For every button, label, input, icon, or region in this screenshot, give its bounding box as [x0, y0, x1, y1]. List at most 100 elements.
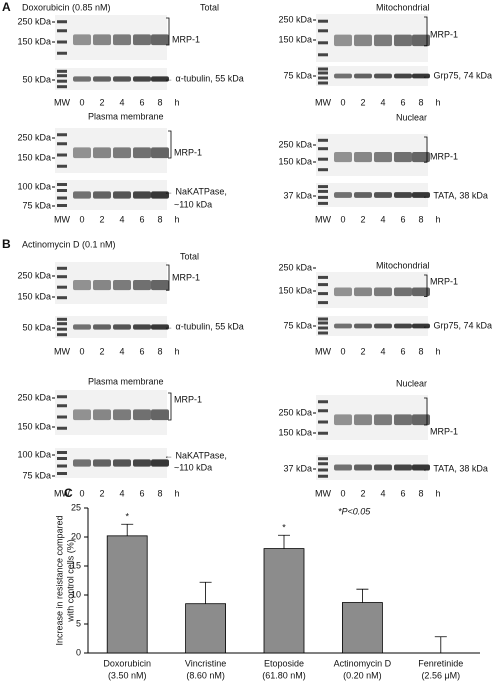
lane-label: MW [54, 488, 70, 498]
bar [341, 602, 383, 654]
x-tick-label: Actinomycin D [334, 658, 392, 668]
band [93, 324, 111, 330]
error-bar [199, 581, 212, 604]
marker-band [57, 327, 67, 331]
lane-label: 0 [340, 488, 345, 498]
marker-band [57, 426, 67, 430]
marker-band [318, 326, 328, 330]
lane-label: 4 [119, 346, 124, 356]
marker-band [57, 204, 67, 207]
lane-label: 8 [157, 214, 162, 224]
lane-label: MW [54, 97, 70, 107]
band [133, 324, 151, 330]
marker-band [57, 74, 67, 78]
band [73, 76, 91, 82]
marker-band [318, 201, 328, 205]
lane-label: 0 [79, 97, 84, 107]
band [113, 409, 131, 421]
band [412, 192, 430, 198]
marker-band [57, 404, 67, 408]
marker-band [57, 395, 67, 399]
marker-band [318, 189, 328, 193]
y-tick-label: 20 [71, 531, 81, 541]
marker-label: 37 kDa [283, 190, 312, 200]
band [113, 76, 131, 82]
marker-band [318, 41, 328, 45]
lane-label: h [174, 214, 179, 224]
x-tick-sublabel: (3.50 nM) [108, 670, 147, 680]
protein-label: MRP-1 [174, 394, 202, 404]
marker-band [57, 189, 67, 192]
marker-band [318, 76, 328, 80]
band [334, 73, 352, 79]
band [412, 323, 430, 329]
lane-label: MW [54, 346, 70, 356]
lane-label: 6 [400, 97, 405, 107]
marker-label: 37 kDa [283, 463, 312, 473]
y-axis-label: with control cells (%) [65, 539, 75, 623]
protein-label: ~110 kDa [174, 462, 212, 472]
lane-label: MW [54, 214, 70, 224]
error-bar [434, 636, 447, 653]
marker-band [318, 138, 328, 142]
marker-band [318, 147, 328, 151]
protein-label: MRP-1 [172, 34, 200, 44]
band [151, 34, 169, 46]
x-tick-sublabel: (2.56 μM) [421, 670, 460, 680]
band [151, 409, 169, 421]
marker-label: 250 kDa [17, 392, 51, 402]
band [334, 464, 352, 471]
marker-band [57, 85, 67, 89]
lane-label: 4 [380, 488, 385, 498]
band [412, 414, 430, 426]
panel-label: B [2, 237, 11, 251]
lane-label: 4 [119, 488, 124, 498]
lane-label: h [435, 97, 440, 107]
lane-label: 2 [360, 488, 365, 498]
protein-label: ← TATA, 38 kDa [422, 190, 488, 200]
blot-title: Plasma membrane [88, 376, 164, 386]
band [374, 34, 392, 47]
marker-band [57, 415, 67, 419]
marker-band [57, 51, 67, 55]
marker-label: 75 kDa [22, 200, 51, 210]
marker-label: 250 kDa [278, 139, 312, 149]
band [374, 323, 392, 329]
lane-label: 8 [157, 346, 162, 356]
treatment: Actinomycin D (0.1 nM) [22, 239, 116, 249]
marker-band [57, 275, 67, 279]
marker-band [318, 462, 328, 466]
lane-label: h [174, 346, 179, 356]
band [374, 287, 392, 297]
band [73, 324, 91, 330]
band [334, 152, 352, 163]
band [93, 76, 111, 82]
blot-title: Plasma membrane [88, 111, 164, 121]
band [374, 152, 392, 163]
marker-band [318, 468, 328, 472]
protein-label: ← NaKATPase, [164, 186, 227, 196]
lane-label: 6 [139, 214, 144, 224]
note: *P<0.05 [338, 506, 371, 516]
marker-band [57, 164, 67, 168]
marker-label: 150 kDa [17, 291, 51, 301]
marker-band [318, 317, 328, 321]
marker-label: 150 kDa [278, 156, 312, 166]
lane-label: 2 [99, 488, 104, 498]
lane-label: 6 [139, 97, 144, 107]
band [394, 323, 412, 329]
protein-label: MRP-1 [430, 276, 458, 286]
lane-label: h [174, 488, 179, 498]
band [93, 34, 111, 46]
protein-label: MRP-1 [172, 272, 200, 282]
band [73, 34, 91, 46]
marker-band [57, 296, 67, 300]
lane-label: 8 [418, 97, 423, 107]
marker-label: 150 kDa [17, 421, 51, 431]
lane-label: 4 [380, 214, 385, 224]
lane-label: 2 [360, 346, 365, 356]
band [354, 34, 372, 47]
x-tick-sublabel: (8.60 nM) [186, 670, 225, 680]
band [354, 192, 372, 198]
band [73, 459, 91, 467]
